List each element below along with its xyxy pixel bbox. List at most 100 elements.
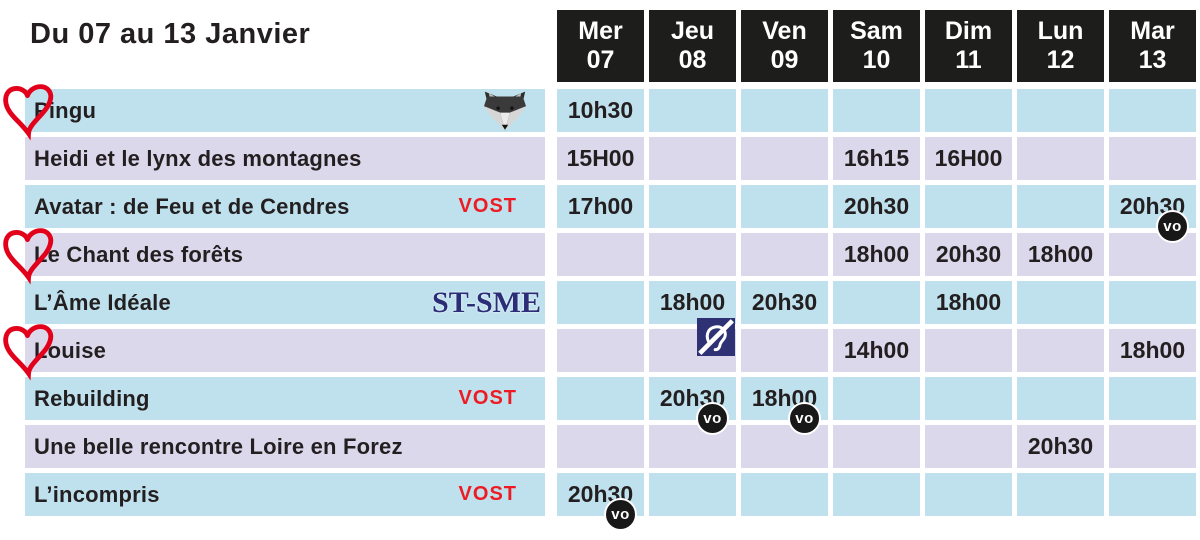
movie-label-cell: L’Âme Idéale ST-SME [25, 281, 545, 324]
vo-badge: VO [696, 402, 729, 435]
schedule-cell-mar [1109, 473, 1196, 516]
movie-title: L’incompris [34, 481, 160, 507]
schedule-cell-sam [833, 377, 920, 420]
day-name: Jeu [670, 16, 715, 45]
schedule-cell-sam: 16h15 [833, 137, 920, 180]
schedule-cell-dim [925, 89, 1012, 132]
schedule-cell-sam [833, 425, 920, 468]
schedule-cell-mar [1109, 89, 1196, 132]
schedule-cell-lun [1017, 137, 1104, 180]
movie-label-cell: L’incompris VOST [25, 473, 545, 516]
day-header-sam: Sam 10 [833, 10, 920, 82]
schedule-cell-lun [1017, 329, 1104, 372]
showtime: 18h00 [935, 289, 1002, 315]
movie-row: Avatar : de Feu et de Cendres VOST 17h00 20… [25, 185, 1196, 243]
schedule-cell-ven: 20h30 [741, 281, 828, 324]
schedule-cell-jeu: 20h30 VO [649, 377, 736, 435]
schedule-cell-jeu [649, 89, 736, 132]
schedule-cell-lun: 20h30 [1017, 425, 1104, 468]
schedule-cell-mer [557, 329, 644, 372]
showtime: 14h00 [843, 337, 910, 363]
schedule-cell-ven [741, 473, 828, 516]
schedule-cell-sam: 14h00 [833, 329, 920, 372]
day-number: 13 [1138, 46, 1167, 74]
schedule-cell-lun [1017, 281, 1104, 324]
schedule-cell-ven [741, 329, 828, 372]
vo-badge: VO [788, 402, 821, 435]
day-header-ven: Ven 09 [741, 10, 828, 82]
showtime: 15H00 [566, 145, 635, 171]
day-name: Mer [578, 16, 623, 45]
showtime: 20h30 [1027, 433, 1094, 459]
schedule-cell-mer [557, 425, 644, 468]
showtime: 18h00 [843, 241, 910, 267]
schedule-cell-mar [1109, 425, 1196, 468]
day-header-mer: Mer 07 [557, 10, 644, 82]
movie-title: Louise [34, 337, 107, 363]
showtime: 10h30 [567, 97, 634, 123]
schedule-cell-dim [925, 329, 1012, 372]
showtime: 18h00 [659, 289, 726, 315]
schedule-cell-lun: 18h00 [1017, 233, 1104, 276]
schedule-cell-lun [1017, 185, 1104, 228]
schedule-cell-jeu: 18h00 [649, 281, 736, 356]
schedule-cell-jeu [649, 233, 736, 276]
schedule-cell-dim [925, 473, 1012, 516]
day-header-jeu: Jeu 08 [649, 10, 736, 82]
vost-badge: VOST [458, 483, 517, 505]
schedule-cell-dim: 20h30 [925, 233, 1012, 276]
schedule-cell-mer: 10h30 [557, 89, 644, 132]
schedule-cell-mar [1109, 137, 1196, 180]
movie-title: Heidi et le lynx des montagnes [34, 145, 362, 171]
schedule-cell-mar: 20h30 VO [1109, 185, 1196, 243]
day-header-lun: Lun 12 [1017, 10, 1104, 82]
day-number: 08 [678, 46, 707, 74]
vost-badge: VOST [458, 387, 517, 409]
showtime: 20h30 [935, 241, 1002, 267]
schedule-cell-sam [833, 89, 920, 132]
schedule-cell-ven [741, 233, 828, 276]
schedule-cell-jeu [649, 137, 736, 180]
schedule-cell-mer [557, 281, 644, 324]
schedule-cell-jeu [649, 473, 736, 516]
movie-row: Le Chant des forêts 18h00 20h30 18h00 [3, 228, 1196, 285]
hearing-impaired-icon [697, 318, 735, 356]
schedule-cell-mar: 18h00 [1109, 329, 1196, 372]
showtime: 16h15 [843, 145, 910, 171]
schedule-cell-mar [1109, 377, 1196, 420]
schedule-cell-ven [741, 185, 828, 228]
schedule-cell-mer: 15H00 [557, 137, 644, 180]
movie-label-cell: Louise [3, 324, 545, 381]
movie-row: Louise 14h00 18h00 [3, 324, 1196, 381]
movie-title: L’Âme Idéale [34, 289, 171, 315]
movie-label-cell: Le Chant des forêts [3, 228, 545, 285]
showtime: 18h00 [1119, 337, 1186, 363]
showtime: 17h00 [567, 193, 634, 219]
fox-icon [479, 90, 531, 132]
day-header-dim: Dim 11 [925, 10, 1012, 82]
movie-label-cell: Rebuilding VOST [25, 377, 545, 420]
schedule-cell-sam: 18h00 [833, 233, 920, 276]
schedule-cell-jeu [649, 185, 736, 228]
vost-badge: VOST [458, 195, 517, 217]
day-name: Lun [1037, 16, 1084, 45]
day-header-mar: Mar 13 [1109, 10, 1196, 82]
movie-title: Avatar : de Feu et de Cendres [34, 193, 350, 219]
schedule-cell-lun [1017, 377, 1104, 420]
movie-label-cell: Heidi et le lynx des montagnes [25, 137, 545, 180]
showtime: 20h30 [751, 289, 818, 315]
movie-row: L’Âme Idéale ST-SME 18h00 20h30 18h00 [25, 281, 1196, 356]
day-name: Sam [850, 16, 903, 45]
day-number: 10 [862, 46, 891, 74]
schedule-cell-mar [1109, 281, 1196, 324]
movie-label-cell: Pingu [3, 84, 545, 141]
schedule-cell-mar [1109, 233, 1196, 276]
schedule-cell-mer [557, 233, 644, 276]
vo-badge: VO [1156, 210, 1189, 243]
movie-title: Une belle rencontre Loire en Forez [34, 433, 403, 459]
movie-row: L’incompris VOST 20h30 VO [25, 473, 1196, 531]
schedule-cell-ven [741, 137, 828, 180]
movie-label-cell: Avatar : de Feu et de Cendres VOST [25, 185, 545, 228]
day-name: Mar [1130, 16, 1175, 45]
